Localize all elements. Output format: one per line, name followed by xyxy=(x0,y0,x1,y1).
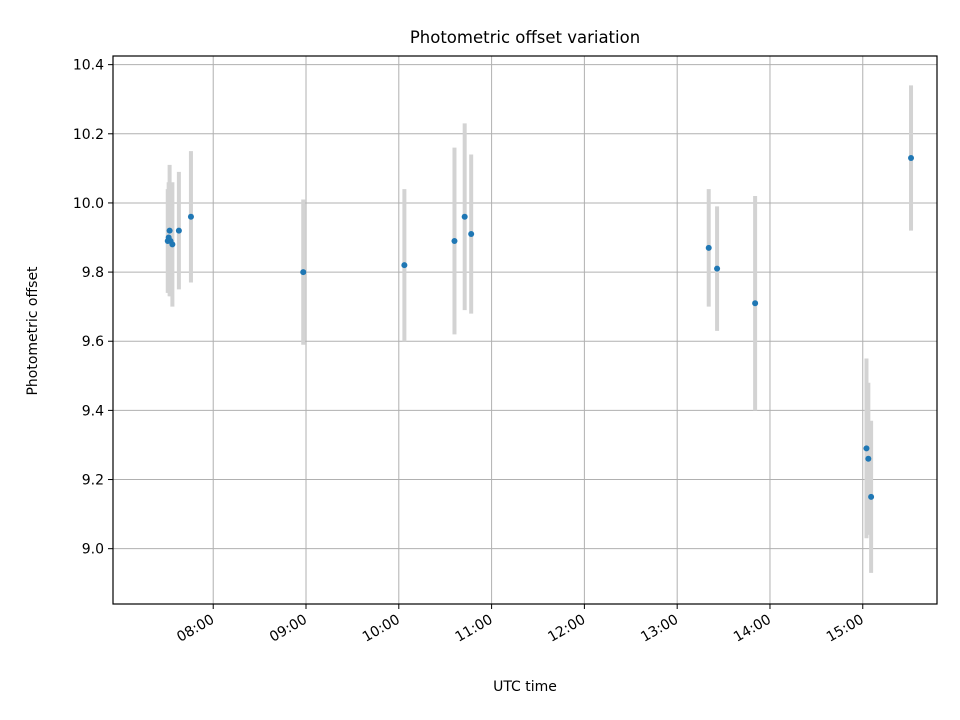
data-point xyxy=(300,269,307,276)
data-point xyxy=(175,227,182,234)
y-tick-label: 10.2 xyxy=(73,127,104,143)
data-point xyxy=(868,493,875,500)
data-point xyxy=(451,237,458,244)
y-tick-label: 9.0 xyxy=(82,542,104,558)
y-tick-label: 10.0 xyxy=(73,196,104,212)
y-tick-label: 9.2 xyxy=(82,473,104,489)
data-point xyxy=(169,241,176,248)
y-tick-label: 10.4 xyxy=(73,58,104,74)
grid-lines xyxy=(113,56,937,604)
plot-frame xyxy=(112,55,938,605)
y-tick-label: 9.6 xyxy=(82,334,104,350)
data-point xyxy=(865,455,872,462)
data-point xyxy=(705,244,712,251)
data-point xyxy=(908,154,915,161)
data-point xyxy=(461,213,468,220)
y-tick-label: 9.4 xyxy=(82,403,104,419)
data-point xyxy=(166,227,173,234)
chart-title: Photometric offset variation xyxy=(410,28,640,47)
y-axis-label: Photometric offset xyxy=(25,266,41,396)
x-axis-label: UTC time xyxy=(493,679,557,695)
data-point xyxy=(863,445,870,452)
y-axis-ticks: 9.0 9.2 9.4 9.6 9.8 10.0 10.2 10.4 xyxy=(73,58,113,558)
data-point xyxy=(714,265,721,272)
data-point xyxy=(187,213,194,220)
data-point xyxy=(468,231,475,238)
data-point xyxy=(752,300,759,307)
y-tick-label: 9.8 xyxy=(82,265,104,281)
data-points xyxy=(164,154,915,500)
data-point xyxy=(401,262,408,269)
